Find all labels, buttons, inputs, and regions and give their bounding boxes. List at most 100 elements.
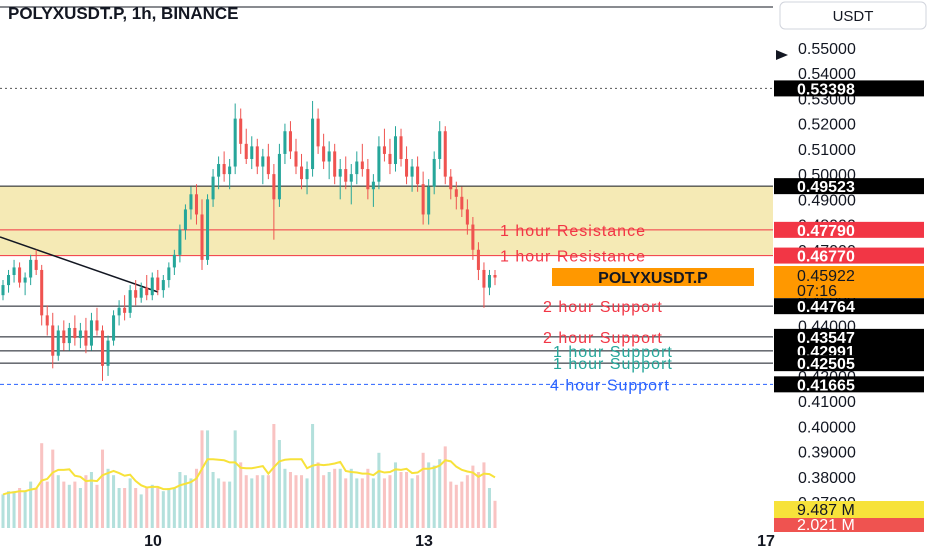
volume-bar [333,468,337,528]
currency-button[interactable]: USDT [779,1,927,30]
level-tag [774,221,924,238]
candle-body [322,146,326,162]
volume-bar [454,484,458,528]
volume-bar [211,472,215,528]
candle-body [178,229,182,255]
candle-body [305,169,309,180]
volume-bar [178,472,182,528]
volume-bar [416,475,420,528]
volume-bar [316,462,320,528]
candle-body [67,327,71,344]
volume-bar [250,478,254,528]
candle-body [211,176,215,200]
volume-bar [34,488,38,528]
candle-body [128,290,132,313]
volume-bar [189,478,193,528]
volume-bar [23,491,27,528]
candle-body [349,174,353,182]
volume-bar [12,491,16,528]
volume-bar [67,484,71,528]
volume-bar [388,475,392,528]
candle-body [172,254,176,268]
candle-body [189,194,193,210]
volume-bar [399,472,403,528]
candle-body [95,320,99,331]
candle-body [183,209,187,230]
volume-bar [156,488,160,528]
candle-body [399,136,403,159]
scroll-arrow-icon[interactable] [776,50,788,60]
y-tick-label: 0.39000 [798,445,856,462]
volume-bar [106,468,110,528]
candle-body [29,259,33,278]
candle-body [438,131,442,159]
candle-body [410,166,414,177]
volume-bar [1,494,5,528]
candle-body [239,118,243,144]
volume-bar [128,478,132,528]
candle-body [360,161,364,170]
volume-bar [145,488,149,528]
volume-bar [134,488,138,528]
volume-bar [200,430,204,528]
volume-bar [465,475,469,528]
level-lines [0,87,773,385]
level-tag-value: 0.47790 [797,223,855,240]
level-tags: 0.53398 0.49523 0.47790 1 hour Resistance 0.… [500,80,924,394]
candle-body [89,320,93,346]
candle-body [316,118,320,147]
volume-bar [294,475,298,528]
candle-body [161,280,165,291]
candle-body [421,184,425,215]
candle-body [112,315,116,341]
level-tag [774,328,924,345]
candle-body [34,259,38,270]
volume-bar [405,472,409,528]
candle-body [56,330,60,356]
level-tag-value: 0.49523 [797,179,855,196]
level-tag [774,342,924,359]
candle-body [217,164,221,177]
candle-body [250,146,254,159]
volume-bar [338,468,342,528]
level-tag-value: 0.44764 [797,299,855,316]
candle-body [18,267,22,283]
candle-body [288,131,292,152]
candle-body [393,136,398,165]
level-tag-value: 0.53398 [797,81,855,98]
volume-bar [95,484,99,528]
candle-body [23,277,27,283]
time-axis[interactable]: 10 13 17 [144,533,775,550]
trend-line[interactable] [0,236,159,293]
level-tag [774,298,924,315]
volume-bar [299,475,304,528]
volume-bar [277,440,281,528]
volume-bar [344,478,348,528]
volume-bar [244,475,248,528]
volume-bar [366,468,370,528]
level-tag [774,376,924,393]
candle-body [84,330,88,346]
candle-body [476,249,480,270]
chart-title: POLYXUSDT.P, 1h, BINANCE [8,4,239,23]
volume-last-value: 9.487 M [797,502,855,519]
volume-last-tag [774,501,924,518]
candle-body [78,330,82,339]
candle-body [416,166,420,185]
candle-body [344,169,348,182]
volume-bar [239,462,243,528]
volume-bar [84,475,88,528]
candle-body [45,315,49,326]
volume-bar [476,472,480,528]
volume-bar [45,481,49,528]
resistance-zone [0,186,773,256]
level-tag-value: 0.46770 [797,249,855,266]
candle-body [299,166,304,180]
volume-bar [78,488,82,528]
volume-bar [393,462,398,528]
x-tick-label: 10 [144,533,162,550]
volume-bar [360,478,364,528]
candle-body [277,153,281,200]
level-label: 4 hour Support [550,377,670,394]
